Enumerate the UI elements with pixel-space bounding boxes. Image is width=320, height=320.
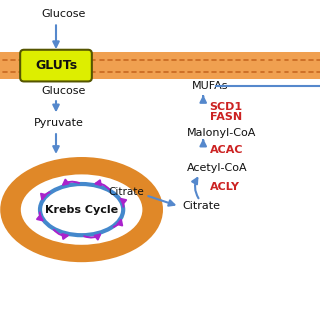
- Text: MUFAs: MUFAs: [192, 81, 228, 92]
- Text: ACAC: ACAC: [210, 145, 243, 156]
- Text: Pyruvate: Pyruvate: [34, 118, 84, 128]
- Text: GLUTs: GLUTs: [35, 59, 77, 72]
- Text: Citrate: Citrate: [108, 187, 144, 197]
- Text: Krebs Cycle: Krebs Cycle: [45, 204, 118, 215]
- Text: Glucose: Glucose: [42, 86, 86, 96]
- FancyBboxPatch shape: [20, 50, 92, 81]
- Text: Glucose: Glucose: [42, 9, 86, 20]
- Text: FASN: FASN: [210, 112, 242, 122]
- Bar: [0, 52, 320, 79]
- Text: Acetyl-CoA: Acetyl-CoA: [187, 163, 248, 173]
- Text: Citrate: Citrate: [182, 201, 220, 212]
- Text: ACLY: ACLY: [210, 182, 240, 192]
- Ellipse shape: [21, 174, 142, 245]
- Ellipse shape: [2, 158, 162, 261]
- Text: SCD1: SCD1: [210, 102, 243, 112]
- Text: Malonyl-CoA: Malonyl-CoA: [187, 128, 257, 138]
